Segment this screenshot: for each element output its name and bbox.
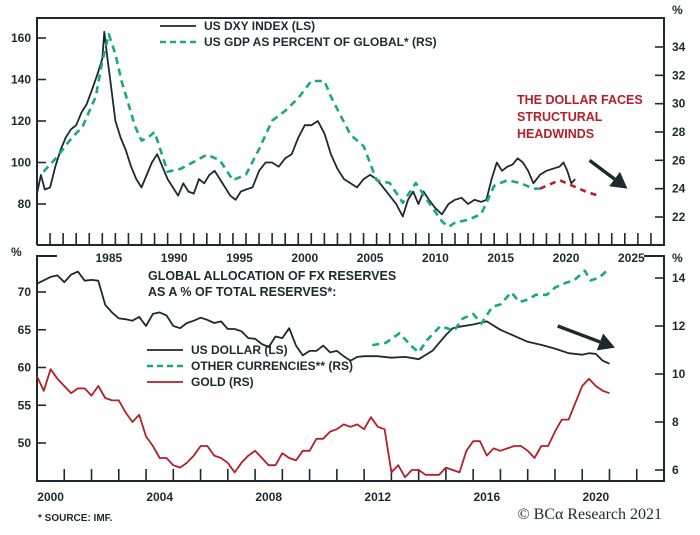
source-note: * SOURCE: IMF.	[38, 513, 113, 524]
copyright-note: © BCα Research 2021	[517, 506, 662, 523]
y-right-tick-label: 32	[672, 68, 686, 82]
y-left-tick-label: 65	[18, 323, 32, 337]
x-tick-label: 2010	[422, 251, 449, 265]
y-right-tick-label: 22	[672, 210, 686, 224]
y-right-tick-label: 26	[672, 153, 686, 167]
x-tick-label: 2012	[364, 490, 391, 504]
y-left-tick-label: 100	[11, 156, 31, 170]
y-right-unit-label: %	[672, 251, 683, 265]
y-left-tick-label: 60	[18, 361, 32, 375]
y-right-tick-label: 24	[672, 182, 686, 196]
y-right-tick-label: 6	[672, 463, 679, 477]
series-line-us-dxy-index-ls	[36, 30, 576, 218]
legend-label: OTHER CURRENCIES** (RS)	[191, 359, 353, 373]
x-tick-label: 1995	[226, 251, 253, 265]
x-tick-label: 1990	[161, 251, 188, 265]
y-left-tick-label: 140	[11, 73, 31, 87]
legend-label: US GDP AS PERCENT OF GLOBAL* (RS)	[204, 35, 437, 49]
trend-arrow-head	[596, 333, 615, 351]
annotation-text: THE DOLLAR FACES	[517, 93, 643, 107]
series-line-gold-rs	[36, 368, 610, 479]
y-right-tick-label: 30	[672, 97, 686, 111]
series-line-us-gdp-as-percent-of-global-rs	[42, 32, 540, 229]
series-line-other-currencies-rs	[372, 267, 611, 354]
bottom-panel: 2000 2004 2008 2012 2016 2020 50 55 60 65 70% 6 8 10 1…	[11, 245, 686, 504]
x-tick-label: 2025	[618, 251, 645, 265]
trend-arrow-head	[609, 171, 628, 189]
panel-title-line: AS A % OF TOTAL RESERVES*:	[148, 285, 336, 299]
x-tick-label: 2000	[291, 251, 318, 265]
legend-label: US DOLLAR (LS)	[191, 343, 288, 357]
y-right-tick-label: 28	[672, 125, 686, 139]
panel-title-line: GLOBAL ALLOCATION OF FX RESERVES	[148, 269, 396, 283]
x-tick-label: 2008	[255, 490, 282, 504]
y-left-tick-label: 70	[18, 285, 32, 299]
annotation-text: HEADWINDS	[517, 127, 594, 141]
y-right-tick-label: 10	[672, 367, 686, 381]
x-tick-label: 2015	[487, 251, 514, 265]
y-left-tick-label: 120	[11, 114, 31, 128]
y-left-tick-label: 55	[18, 398, 32, 412]
x-tick-label: 2004	[146, 490, 173, 504]
plot-frame	[36, 255, 665, 482]
x-tick-label: 2020	[582, 490, 609, 504]
x-tick-label: 2020	[553, 251, 580, 265]
x-tick-label: 2005	[357, 251, 384, 265]
y-left-unit-label: %	[11, 245, 22, 259]
trend-arrow-shaft	[557, 324, 601, 344]
y-left-tick-label: 50	[18, 436, 32, 450]
y-right-tick-label: 8	[672, 415, 679, 429]
annotation-text: STRUCTURAL	[517, 110, 603, 124]
y-left-tick-label: 80	[18, 197, 32, 211]
y-right-tick-label: 34	[672, 40, 686, 54]
series-line-us-gdp-as-percent-of-global-rs-projection	[539, 178, 600, 198]
trend-arrow-shaft	[588, 158, 616, 181]
y-right-unit-label: %	[672, 3, 683, 17]
legend-label: GOLD (RS)	[191, 375, 254, 389]
top-panel: 1985 1990 1995 2000 2005 2010 2015 2020 2025 80 10…	[11, 3, 686, 265]
x-tick-label: 2016	[473, 490, 500, 504]
y-right-tick-label: 14	[672, 271, 686, 285]
legend-label: US DXY INDEX (LS)	[204, 19, 315, 33]
y-left-tick-label: 160	[11, 31, 31, 45]
x-tick-label: 2000	[37, 490, 64, 504]
y-right-tick-label: 12	[672, 319, 686, 333]
x-tick-label: 1985	[95, 251, 122, 265]
